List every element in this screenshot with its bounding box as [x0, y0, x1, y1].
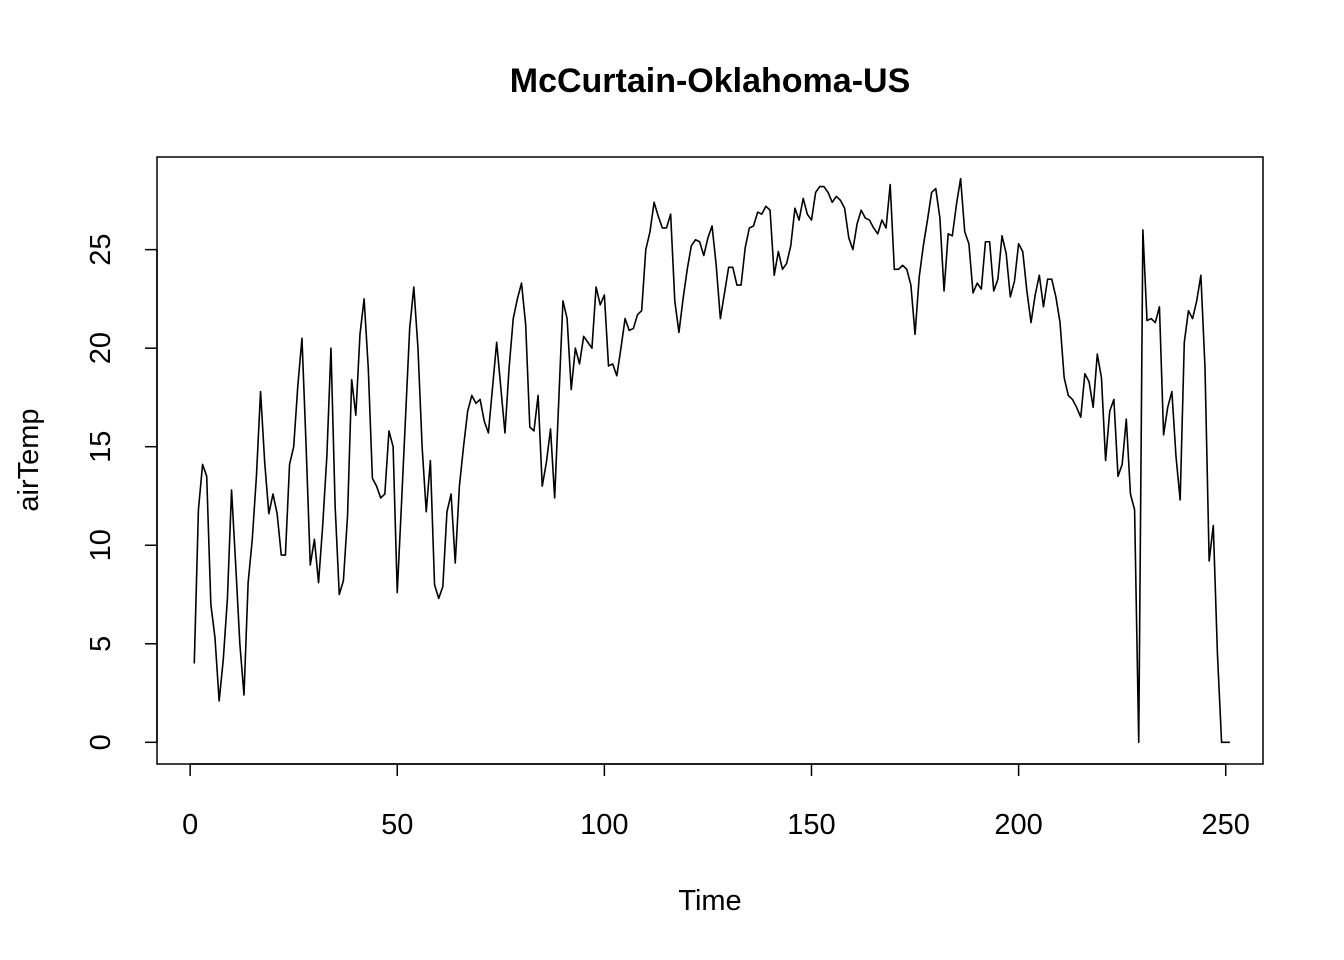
x-tick-label: 100 [580, 809, 628, 841]
y-tick-label: 20 [85, 332, 117, 364]
air-temp-series-line [193, 177, 1230, 744]
y-tick-label: 25 [85, 233, 117, 265]
y-tick-label: 0 [85, 734, 117, 750]
y-tick-label: 15 [85, 431, 117, 463]
x-tick-label: 250 [1202, 809, 1250, 841]
plot-frame [156, 156, 1264, 765]
x-tick-label: 0 [182, 809, 198, 841]
x-tick-label: 50 [381, 809, 413, 841]
x-axis: 0 50 100 150 200 250 [182, 763, 1250, 841]
y-tick-label: 5 [85, 636, 117, 652]
x-axis-label: Time [678, 885, 741, 917]
chart-title: McCurtain-Oklahoma-US [510, 62, 911, 100]
x-tick-label: 150 [787, 809, 835, 841]
x-tick-label: 200 [994, 809, 1042, 841]
y-axis-label: airTemp [13, 408, 45, 511]
y-axis: 0 5 10 15 20 25 [85, 233, 158, 750]
y-tick-label: 10 [85, 529, 117, 561]
